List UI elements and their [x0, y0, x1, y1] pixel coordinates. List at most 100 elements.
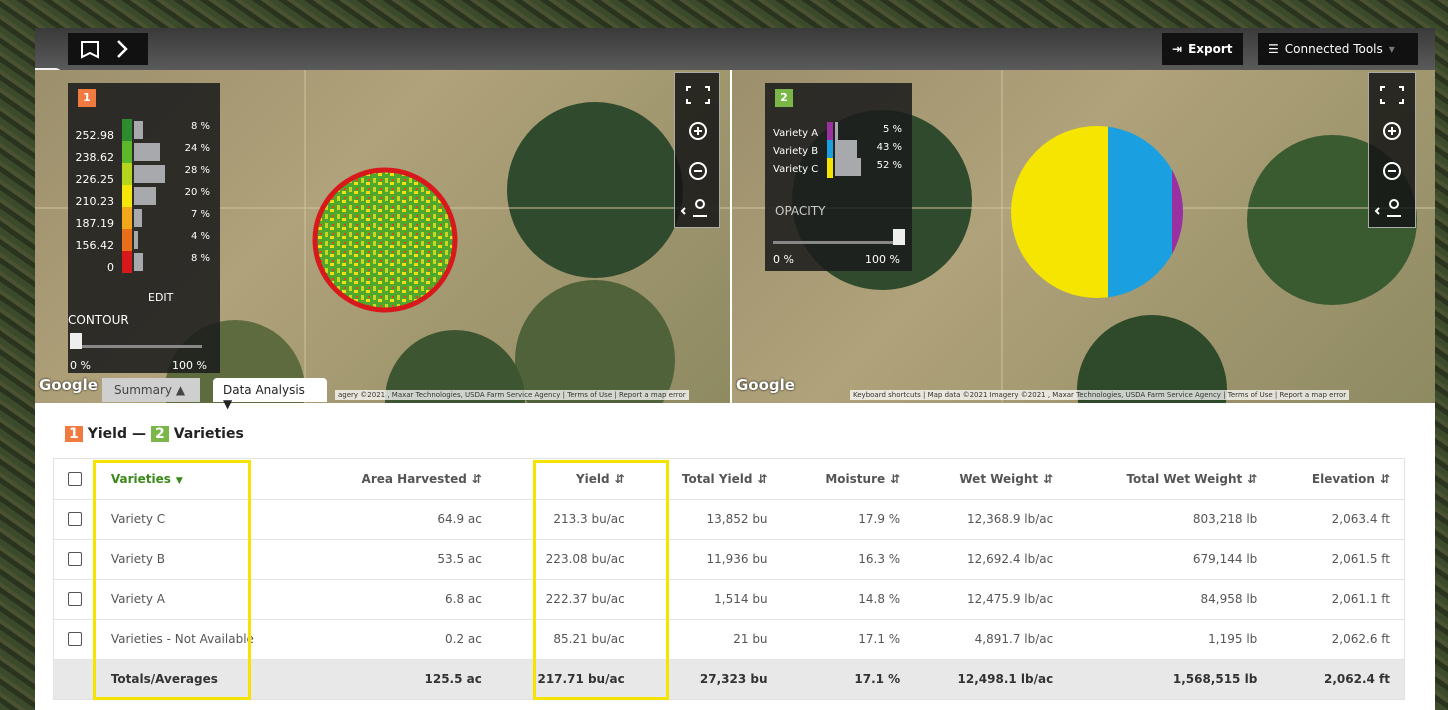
legend-label: 226.25: [76, 173, 115, 186]
slider-min: 0 %: [773, 253, 794, 266]
header-text: Total Yield: [682, 472, 753, 486]
table-cell: 53.5 ac: [271, 539, 495, 579]
highlight-box: [533, 460, 669, 700]
checkbox[interactable]: [68, 472, 82, 486]
table-cell: 803,218 lb: [1067, 499, 1271, 539]
control-icons[interactable]: [675, 73, 721, 229]
map-attribution: agery ©2021 , Maxar Technologies, USDA F…: [335, 390, 689, 400]
legend-swatch: [122, 185, 132, 207]
checkbox[interactable]: [68, 552, 82, 566]
legend-percent: 52 %: [877, 160, 902, 171]
histogram-bar: [835, 122, 838, 140]
contour-label: CONTOUR: [68, 313, 129, 327]
legend-percent: 28 %: [185, 165, 210, 176]
legend-label: 0: [107, 261, 114, 274]
column-header[interactable]: Area Harvested⇵: [271, 459, 495, 499]
table-cell: 2,062.4 ft: [1271, 659, 1404, 699]
table-cell: 2,063.4 ft: [1271, 499, 1404, 539]
table-cell: 1,195 lb: [1067, 619, 1271, 659]
layer-badge: 1: [78, 89, 96, 107]
map-controls: [674, 72, 720, 228]
column-header[interactable]: Elevation ⇵: [1271, 459, 1404, 499]
title-part: Yield: [88, 426, 127, 442]
histogram-bar: [134, 143, 160, 161]
export-button[interactable]: ⇥Export: [1162, 33, 1243, 65]
checkbox[interactable]: [68, 632, 82, 646]
table-cell: 64.9 ac: [271, 499, 495, 539]
legend-label: Variety A: [773, 128, 818, 139]
slider-max: 100 %: [865, 253, 900, 266]
draw-tool[interactable]: [68, 33, 148, 65]
toolbar: ⇥Export ☰Connected Tools▾: [35, 28, 1435, 70]
histogram-bar: [134, 253, 143, 271]
summary-tab[interactable]: Summary ▲: [102, 378, 200, 402]
title-separator: —: [132, 426, 146, 442]
sort-icon: ⇵: [1043, 472, 1053, 486]
table-cell: 6.8 ac: [271, 579, 495, 619]
legend-swatch: [122, 119, 132, 141]
opacity-slider[interactable]: [773, 241, 903, 244]
checkbox[interactable]: [68, 592, 82, 606]
tab-label: Data Analysis: [223, 383, 305, 397]
table-cell: 17.1 %: [782, 619, 915, 659]
legend-percent: 43 %: [877, 142, 902, 153]
table-cell: 17.9 %: [782, 499, 915, 539]
table-cell: 12,498.1 lb/ac: [914, 659, 1067, 699]
header-text: Elevation: [1312, 472, 1375, 486]
table-cell: 2,061.1 ft: [1271, 579, 1404, 619]
legend-percent: 8 %: [191, 121, 210, 132]
header-text: Area Harvested: [362, 472, 467, 486]
slider-min: 0 %: [70, 359, 91, 372]
table-cell: 1,568,515 lb: [1067, 659, 1271, 699]
edit-link[interactable]: EDIT: [148, 291, 173, 304]
checkbox-cell: [54, 539, 97, 579]
sort-icon: ⇵: [757, 472, 767, 486]
table-cell: 16.3 %: [782, 539, 915, 579]
legend-percent: 5 %: [883, 124, 902, 135]
table-cell: 2,061.5 ft: [1271, 539, 1404, 579]
control-icons[interactable]: [1369, 73, 1415, 229]
tab-label: Summary: [114, 383, 172, 397]
contour-slider[interactable]: [72, 345, 202, 348]
table-cell: 12,368.9 lb/ac: [914, 499, 1067, 539]
app-panel: ⇥Export ☰Connected Tools▾ ☰ 1 252.988 %2…: [35, 28, 1435, 710]
header-row: Varieties▼Area Harvested⇵Yield⇵Total Yie…: [54, 459, 1404, 499]
checkbox-cell: [54, 619, 97, 659]
title-part: Varieties: [174, 426, 244, 442]
column-header[interactable]: Moisture⇵: [782, 459, 915, 499]
data-analysis-tab[interactable]: Data Analysis ▼: [213, 378, 327, 402]
histogram-bar: [835, 140, 857, 158]
checkbox-cell: [54, 499, 97, 539]
histogram-bar: [134, 165, 165, 183]
checkbox[interactable]: [68, 512, 82, 526]
legend-label: 210.23: [76, 195, 115, 208]
column-header[interactable]: Total Wet Weight⇵: [1067, 459, 1271, 499]
legend-percent: 7 %: [191, 209, 210, 220]
legend-percent: 4 %: [191, 231, 210, 242]
slider-max: 100 %: [172, 359, 207, 372]
table-cell: 125.5 ac: [271, 659, 495, 699]
header-text: Moisture: [825, 472, 885, 486]
legend-swatch: [827, 140, 833, 160]
map-attribution: Keyboard shortcuts | Map data ©2021 Imag…: [850, 390, 1349, 400]
slider-thumb[interactable]: [893, 229, 905, 245]
sort-icon: ⇵: [1380, 472, 1390, 486]
legend-swatch: [122, 251, 132, 273]
column-header[interactable]: Wet Weight⇵: [914, 459, 1067, 499]
table-cell: 17.1 %: [782, 659, 915, 699]
histogram-bar: [835, 158, 861, 176]
connected-tools-button[interactable]: ☰Connected Tools▾: [1258, 33, 1418, 65]
legend-label: 252.98: [76, 129, 115, 142]
header-text: Total Wet Weight: [1126, 472, 1242, 486]
section-title: 1 Yield — 2 Varieties: [65, 426, 244, 442]
checkbox-cell: [54, 579, 97, 619]
google-logo: Google: [736, 376, 795, 394]
table-cell: 2,062.6 ft: [1271, 619, 1404, 659]
slider-thumb[interactable]: [70, 333, 82, 349]
table-cell: 12,475.9 lb/ac: [914, 579, 1067, 619]
histogram-bar: [134, 187, 156, 205]
